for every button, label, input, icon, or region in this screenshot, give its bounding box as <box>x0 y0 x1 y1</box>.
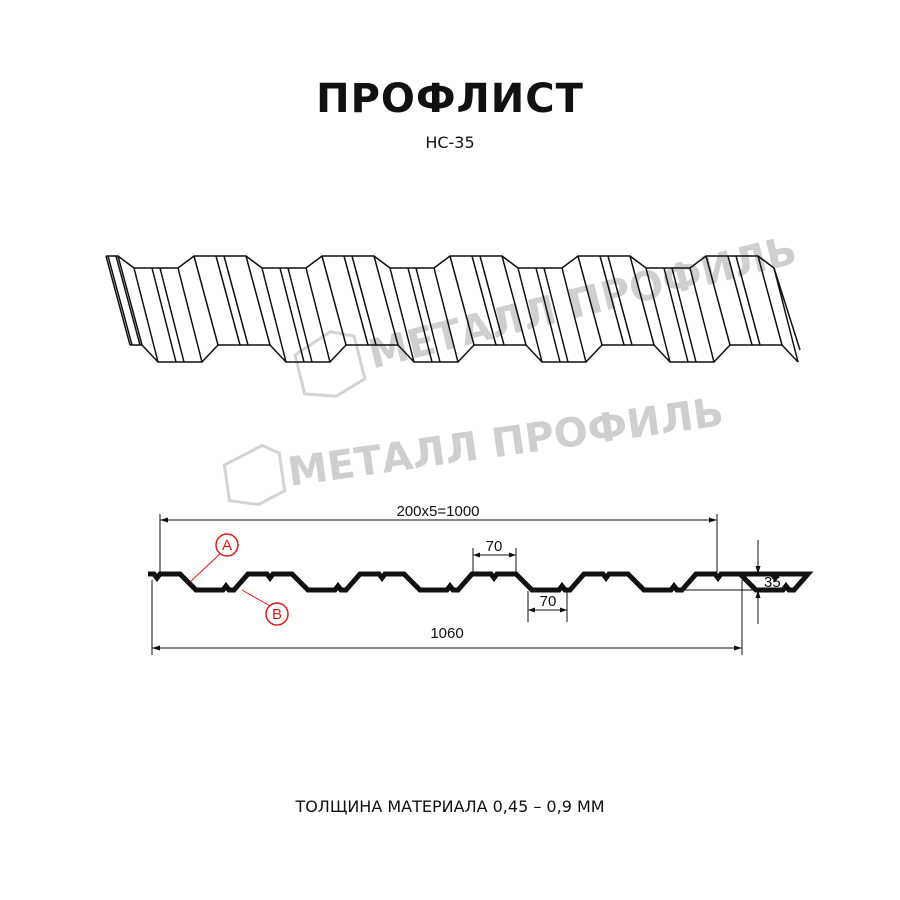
sheet-end-edge <box>773 267 801 351</box>
watermark-text: МЕТАЛЛ ПРОФИЛЬ <box>285 389 727 496</box>
sheet-rib-line <box>727 255 753 346</box>
sheet-fold-line <box>321 255 347 346</box>
sheet-fold-line <box>105 255 131 346</box>
watermark-text: МЕТАЛЛ ПРОФИЛЬ <box>364 227 801 378</box>
watermark-logo-icon <box>293 330 367 398</box>
sheet-rib-line <box>415 267 441 363</box>
model-subtitle: НС-35 <box>425 133 475 152</box>
sheet-rib-line <box>599 255 625 346</box>
sheet-fold-line <box>133 267 159 363</box>
sheet-rib-line <box>151 267 177 363</box>
profile-cross-section <box>148 571 814 593</box>
marker-a-label: A <box>222 537 232 554</box>
sheet-rib-line <box>471 255 497 346</box>
sheet-fold-line <box>193 255 219 346</box>
dim-height: 35 <box>764 574 781 591</box>
sheet-rib-line <box>223 255 249 346</box>
sheet-fold-line <box>577 255 603 346</box>
sheet-rib-line <box>543 267 569 363</box>
sheet-rib-line <box>735 255 761 346</box>
sheet-fold-line <box>245 255 271 346</box>
sheet-rib-line <box>535 267 561 363</box>
sheet-rib-line <box>343 255 369 346</box>
material-thickness: ТОЛЩИНА МАТЕРИАЛА 0,45 – 0,9 ММ <box>295 797 605 816</box>
sheet-fold-line <box>177 267 203 363</box>
sheet-rib-line <box>671 267 697 363</box>
sheet-fold-line <box>689 267 715 363</box>
sheet-rib-line <box>215 255 241 346</box>
sheet-rib-line <box>107 255 133 346</box>
sheet-rib-line <box>159 267 185 363</box>
sheet-rib-line <box>479 255 505 346</box>
sheet-rib-line <box>287 267 313 363</box>
marker-b: B <box>241 589 289 626</box>
dim-overall-width: 1060 <box>430 625 463 642</box>
sheet-fold-line <box>449 255 475 346</box>
sheet-rib-line <box>663 267 689 363</box>
sheet-fold-line <box>757 255 783 346</box>
sheet-fold-line <box>629 255 655 346</box>
dim-top-flange: 70 <box>486 538 503 555</box>
sheet-fold-line <box>645 267 671 363</box>
sheet-rib-line <box>115 255 141 346</box>
sheet-fold-line <box>517 267 543 363</box>
sheet-fold-line <box>305 267 331 363</box>
watermark-bottom: МЕТАЛЛ ПРОФИЛЬ <box>222 389 727 507</box>
marker-b-label: B <box>272 606 282 623</box>
sheet-fold-line <box>501 255 527 346</box>
sheet-3d-view <box>105 255 801 363</box>
sheet-rib-line <box>351 255 377 346</box>
sheet-fold-line <box>261 267 287 363</box>
dim-bottom-flange: 70 <box>540 593 557 610</box>
dimension-lines <box>151 514 764 655</box>
dimension-arrows <box>152 517 761 651</box>
sheet-fold-line <box>389 267 415 363</box>
sheet-fold-line <box>433 267 459 363</box>
sheet-fold-line <box>373 255 399 346</box>
page-title: ПРОФЛИСТ <box>316 76 584 122</box>
dim-pitch-total: 200x5=1000 <box>397 503 480 520</box>
watermark-logo-icon <box>222 443 287 507</box>
sheet-rib-line <box>407 267 433 363</box>
sheet-fold-line <box>773 267 799 363</box>
marker-a: A <box>189 533 239 583</box>
sheet-fold-line <box>705 255 731 346</box>
sheet-fold-line <box>117 255 143 346</box>
sheet-rib-line <box>279 267 305 363</box>
sheet-fold-line <box>561 267 587 363</box>
sheet-rib-line <box>607 255 633 346</box>
